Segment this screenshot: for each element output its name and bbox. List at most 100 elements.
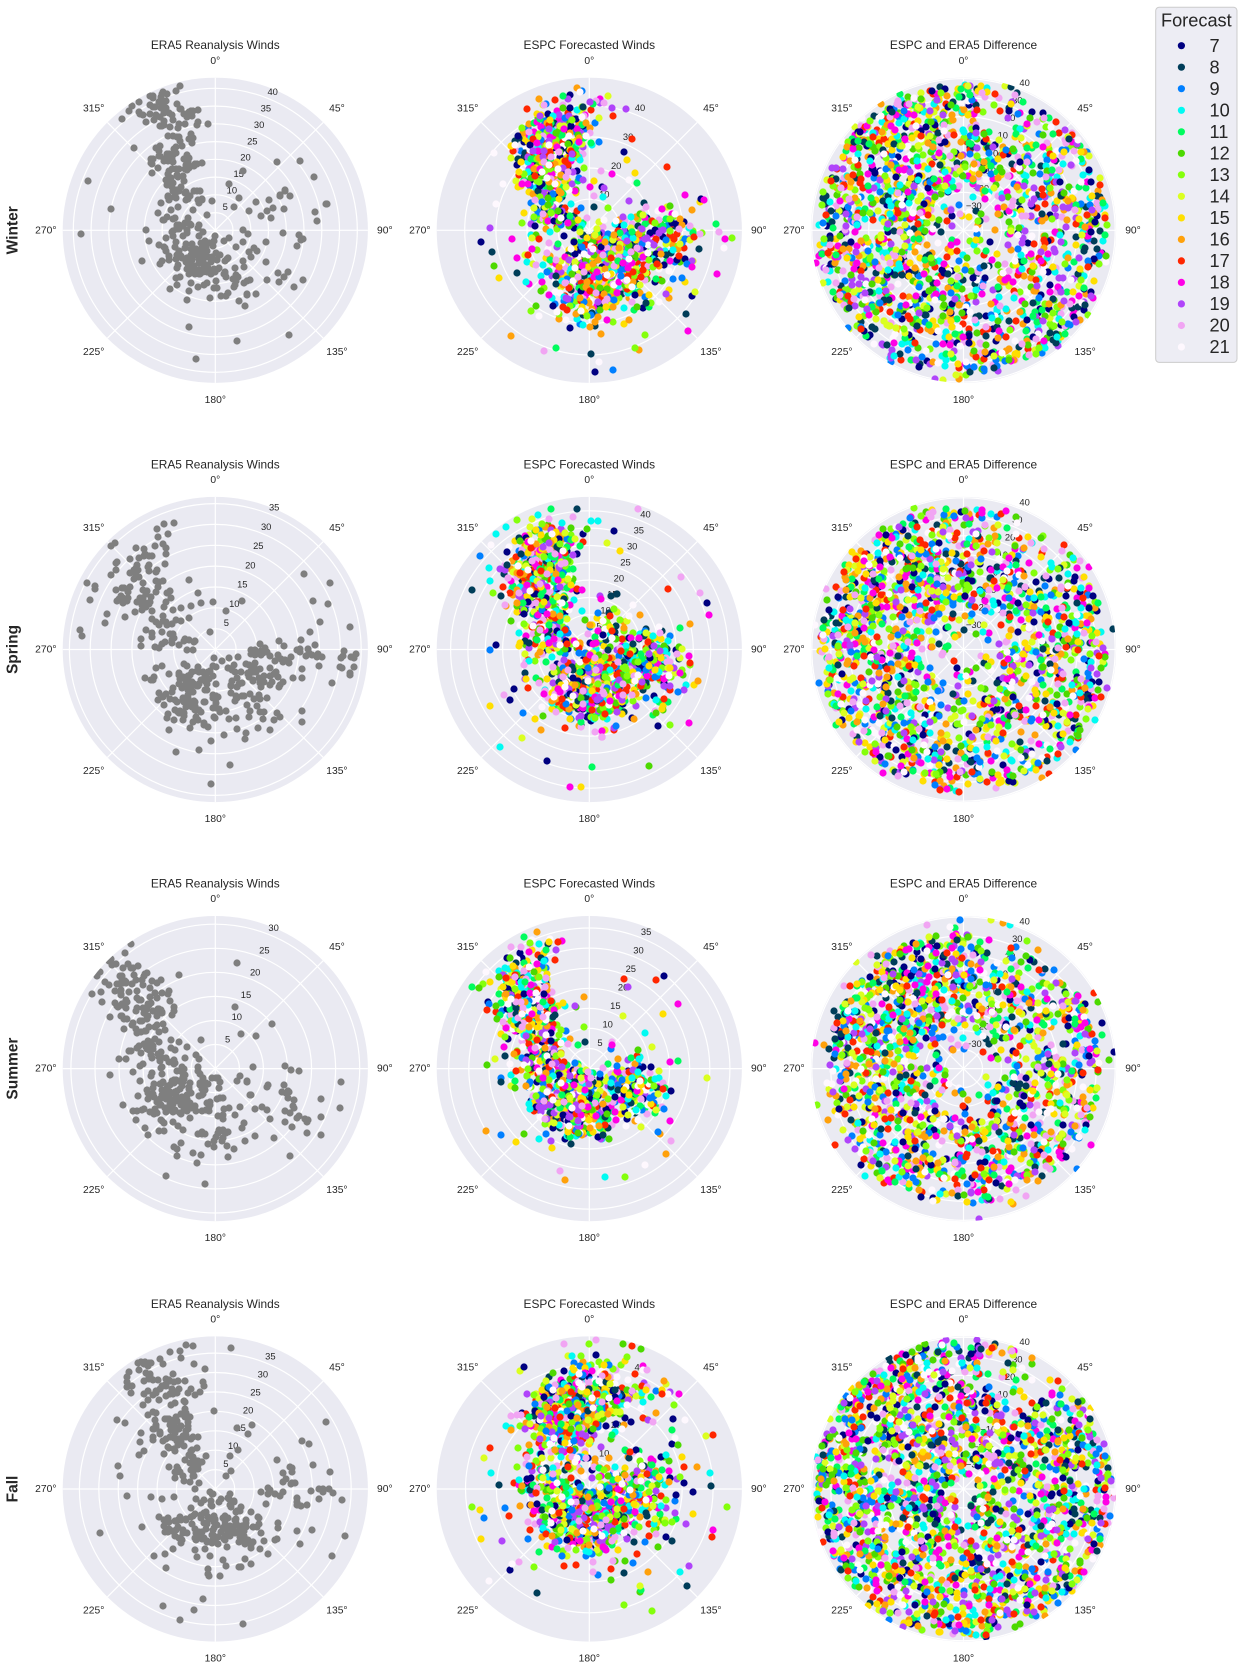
svg-text:ESPC Forecasted Winds: ESPC Forecasted Winds xyxy=(524,38,656,52)
svg-text:20: 20 xyxy=(243,1404,253,1415)
svg-text:14: 14 xyxy=(1210,186,1230,206)
svg-text:135°: 135° xyxy=(326,347,347,358)
svg-text:30: 30 xyxy=(268,922,278,933)
svg-text:315°: 315° xyxy=(457,523,478,534)
svg-text:Spring: Spring xyxy=(4,625,21,674)
svg-text:90°: 90° xyxy=(751,1484,767,1495)
svg-text:135°: 135° xyxy=(1074,766,1095,777)
svg-text:25: 25 xyxy=(626,963,636,974)
svg-text:25: 25 xyxy=(250,1386,260,1397)
svg-text:0°: 0° xyxy=(959,1315,969,1326)
svg-text:225°: 225° xyxy=(83,766,104,777)
svg-text:315°: 315° xyxy=(831,523,852,534)
svg-text:40: 40 xyxy=(640,508,650,519)
svg-text:135°: 135° xyxy=(700,1606,721,1617)
svg-text:315°: 315° xyxy=(831,104,852,115)
svg-text:90°: 90° xyxy=(377,225,393,236)
svg-text:12: 12 xyxy=(1210,143,1230,163)
svg-text:30: 30 xyxy=(258,1368,268,1379)
svg-text:20: 20 xyxy=(1210,316,1230,336)
svg-text:0°: 0° xyxy=(210,475,220,486)
svg-text:10: 10 xyxy=(998,130,1008,141)
svg-text:180°: 180° xyxy=(205,814,226,825)
svg-text:25: 25 xyxy=(259,944,269,955)
svg-text:20: 20 xyxy=(611,160,621,171)
svg-text:−10: −10 xyxy=(980,165,996,176)
svg-text:135°: 135° xyxy=(700,766,721,777)
svg-text:40: 40 xyxy=(1019,496,1029,507)
svg-text:15: 15 xyxy=(237,579,247,590)
svg-text:ESPC and ERA5 Difference: ESPC and ERA5 Difference xyxy=(890,457,1038,471)
svg-text:180°: 180° xyxy=(953,395,974,406)
svg-text:30: 30 xyxy=(261,521,271,532)
svg-text:0°: 0° xyxy=(959,894,969,905)
svg-text:15: 15 xyxy=(241,989,251,1000)
svg-text:35: 35 xyxy=(265,1351,275,1362)
svg-text:135°: 135° xyxy=(700,1185,721,1196)
svg-text:180°: 180° xyxy=(205,1233,226,1244)
svg-text:25: 25 xyxy=(247,135,257,146)
svg-text:45°: 45° xyxy=(329,523,345,534)
svg-text:0°: 0° xyxy=(959,475,969,486)
svg-text:0°: 0° xyxy=(584,56,594,67)
svg-text:45°: 45° xyxy=(329,104,345,115)
svg-text:90°: 90° xyxy=(377,645,393,656)
svg-text:90°: 90° xyxy=(1125,645,1141,656)
svg-text:7: 7 xyxy=(1210,36,1220,56)
svg-text:0°: 0° xyxy=(584,1315,594,1326)
svg-text:5: 5 xyxy=(224,617,229,628)
svg-text:35: 35 xyxy=(261,103,271,114)
svg-text:16: 16 xyxy=(1210,230,1230,250)
svg-text:5: 5 xyxy=(223,1458,228,1469)
svg-text:15: 15 xyxy=(1210,208,1230,228)
svg-text:225°: 225° xyxy=(831,347,852,358)
svg-text:ERA5 Reanalysis Winds: ERA5 Reanalysis Winds xyxy=(151,876,280,890)
svg-text:315°: 315° xyxy=(83,104,104,115)
svg-text:ERA5 Reanalysis Winds: ERA5 Reanalysis Winds xyxy=(151,457,280,471)
svg-text:180°: 180° xyxy=(579,395,600,406)
svg-text:ESPC Forecasted Winds: ESPC Forecasted Winds xyxy=(524,457,656,471)
svg-text:225°: 225° xyxy=(831,766,852,777)
svg-text:315°: 315° xyxy=(83,1362,104,1373)
svg-text:30: 30 xyxy=(623,131,633,142)
svg-text:−30: −30 xyxy=(966,619,982,630)
svg-text:90°: 90° xyxy=(751,225,767,236)
svg-text:135°: 135° xyxy=(700,347,721,358)
svg-text:270°: 270° xyxy=(35,1064,56,1075)
svg-text:10: 10 xyxy=(602,1019,612,1030)
svg-text:225°: 225° xyxy=(457,766,478,777)
svg-text:ESPC and ERA5 Difference: ESPC and ERA5 Difference xyxy=(890,1297,1038,1311)
svg-text:−30: −30 xyxy=(966,1038,982,1049)
svg-text:10: 10 xyxy=(998,1388,1008,1399)
svg-text:35: 35 xyxy=(641,926,651,937)
svg-text:0°: 0° xyxy=(584,475,594,486)
svg-text:15: 15 xyxy=(235,1422,245,1433)
svg-text:45°: 45° xyxy=(703,104,719,115)
svg-text:225°: 225° xyxy=(831,1606,852,1617)
svg-text:9: 9 xyxy=(1210,79,1220,99)
svg-text:180°: 180° xyxy=(579,1233,600,1244)
svg-text:5: 5 xyxy=(223,201,228,212)
svg-text:315°: 315° xyxy=(457,942,478,953)
svg-text:ERA5 Reanalysis Winds: ERA5 Reanalysis Winds xyxy=(151,38,280,52)
svg-text:10: 10 xyxy=(228,1440,238,1451)
svg-text:40: 40 xyxy=(267,86,277,97)
svg-text:20: 20 xyxy=(1005,531,1015,542)
svg-text:90°: 90° xyxy=(1125,225,1141,236)
svg-text:270°: 270° xyxy=(409,1484,430,1495)
svg-text:21: 21 xyxy=(1210,337,1230,357)
svg-text:180°: 180° xyxy=(205,395,226,406)
svg-text:20: 20 xyxy=(614,572,624,583)
svg-text:−30: −30 xyxy=(966,200,982,211)
svg-text:35: 35 xyxy=(269,502,279,513)
svg-text:13: 13 xyxy=(1210,165,1230,185)
svg-text:30: 30 xyxy=(254,119,264,130)
svg-text:180°: 180° xyxy=(953,1654,974,1665)
svg-text:0°: 0° xyxy=(210,894,220,905)
svg-text:0°: 0° xyxy=(210,56,220,67)
svg-text:180°: 180° xyxy=(953,1233,974,1244)
svg-text:45°: 45° xyxy=(1077,523,1093,534)
svg-text:Fall: Fall xyxy=(4,1476,21,1503)
svg-text:−10: −10 xyxy=(980,1424,996,1435)
svg-text:135°: 135° xyxy=(1074,1185,1095,1196)
